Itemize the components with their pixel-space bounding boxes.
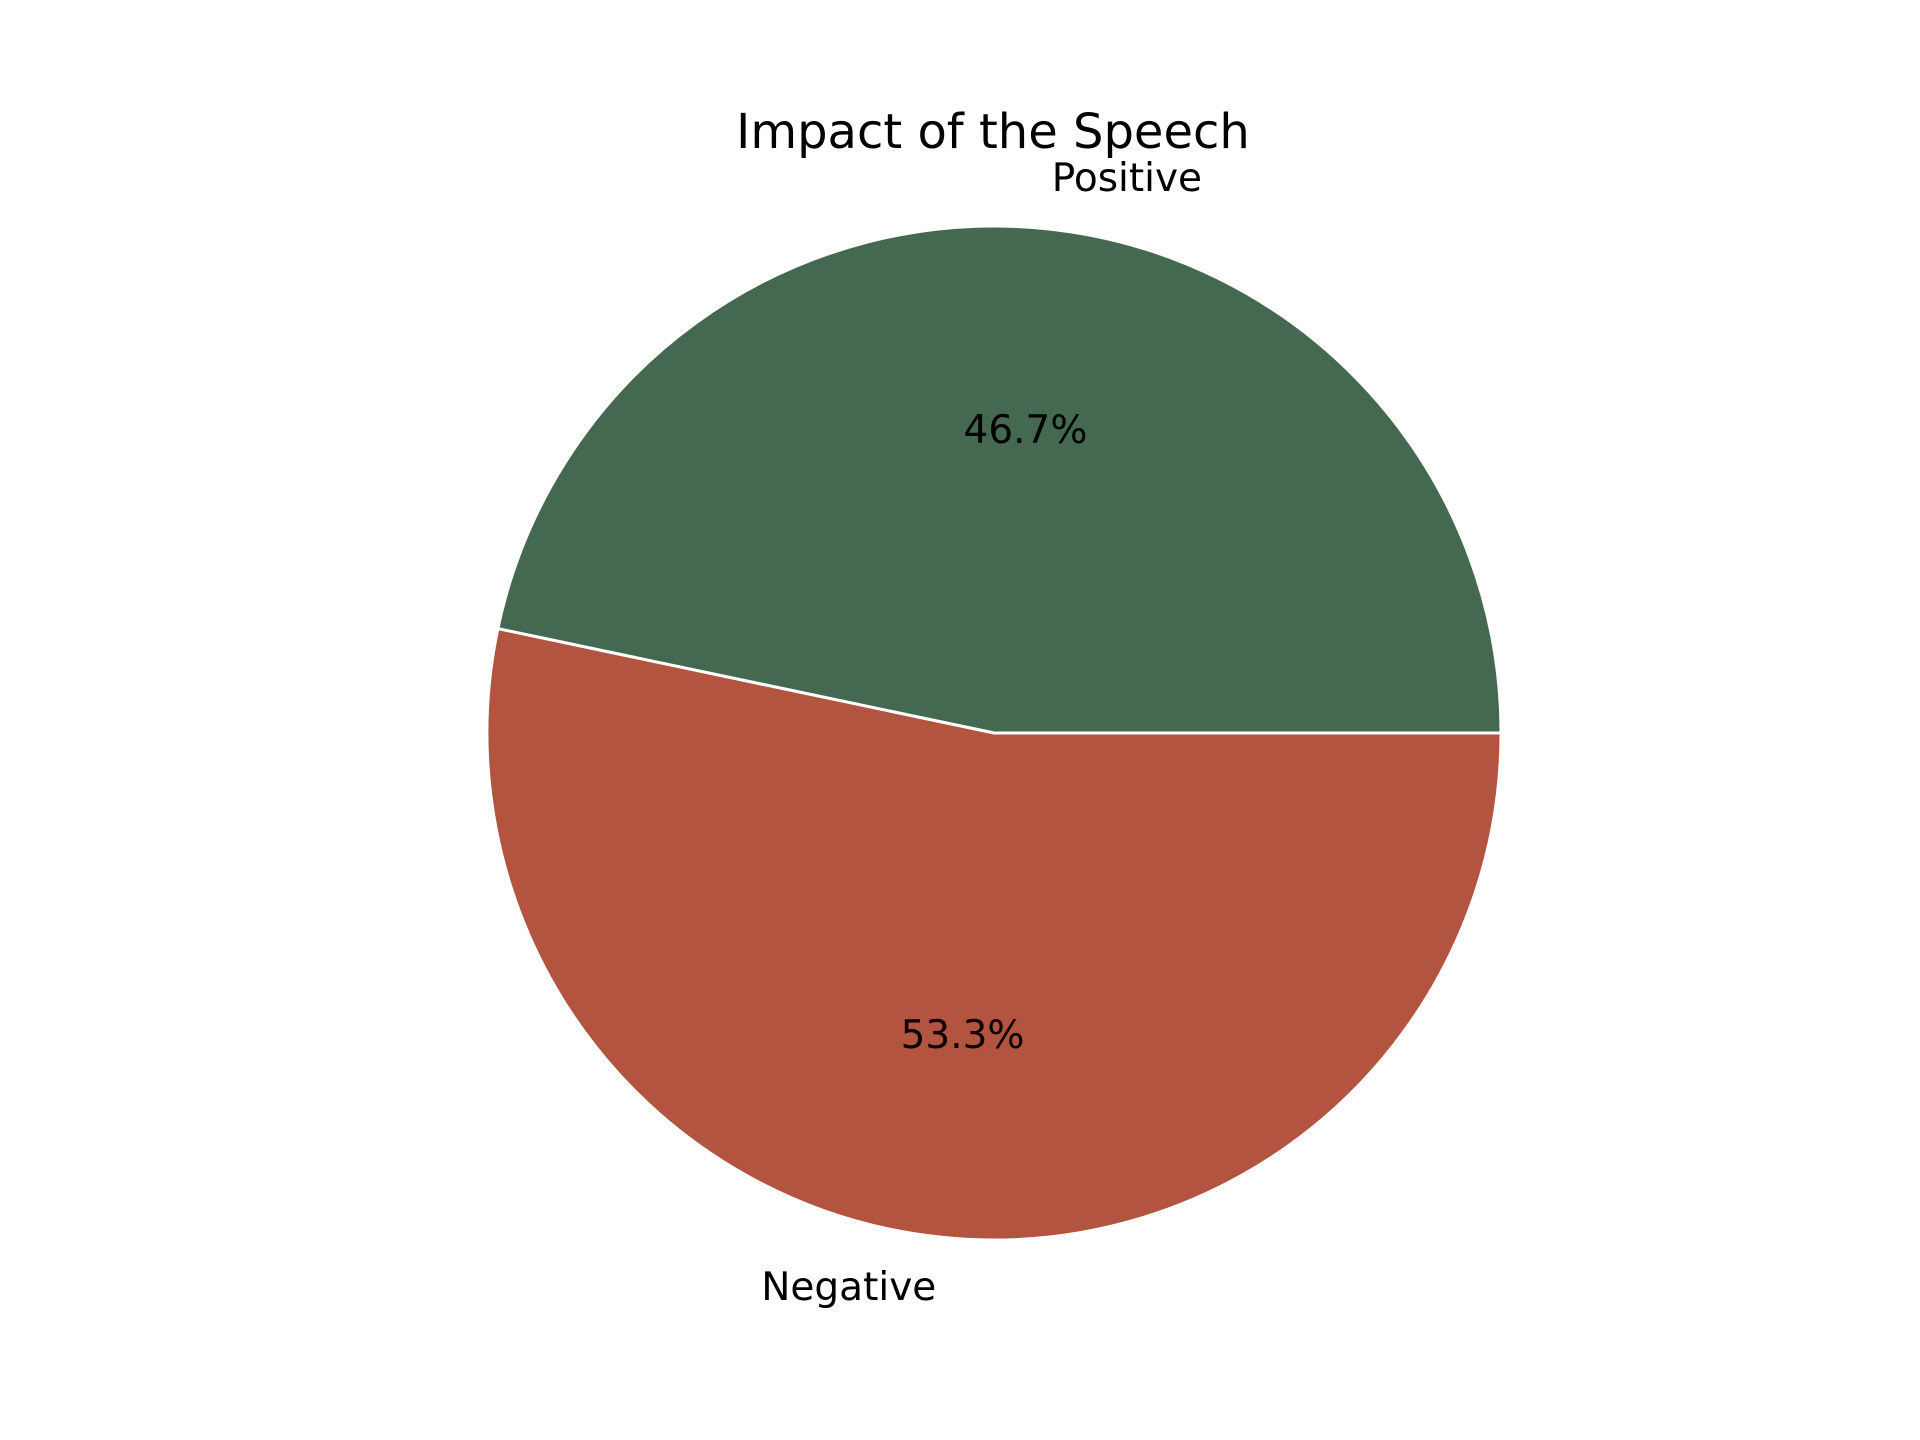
pie-slice-negative: [485, 627, 1503, 1242]
pie-slice-positive-percent-label: 46.7%: [964, 408, 1088, 453]
pie-slices: [485, 224, 1503, 1242]
pie-labels: Positive 46.7% Negative 53.3%: [761, 156, 1202, 1310]
pie-slice-positive-label: Positive: [1052, 156, 1202, 201]
pie-slice-negative-label: Negative: [761, 1265, 936, 1310]
chart-title: Impact of the Speech: [736, 104, 1250, 160]
pie-slice-negative-percent-label: 53.3%: [901, 1013, 1025, 1058]
pie-slice-positive: [496, 224, 1503, 735]
